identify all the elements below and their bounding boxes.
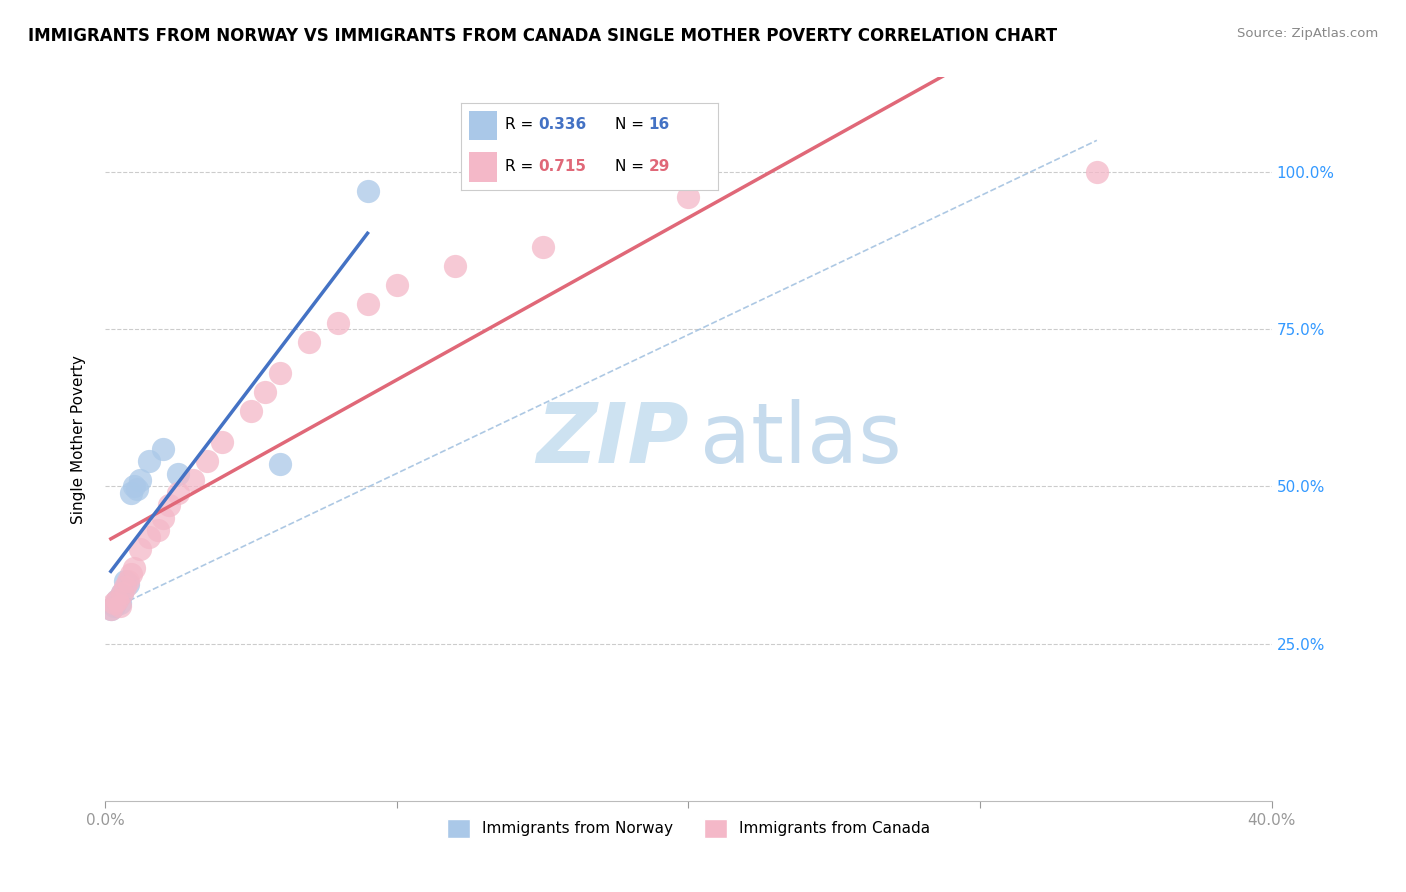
Point (111, 586, 134, 600)
Point (211, 435, 233, 450)
Point (167, 467, 190, 481)
Y-axis label: Single Mother Poverty: Single Mother Poverty (72, 355, 86, 524)
Point (117, 577, 139, 591)
Point (108, 599, 131, 613)
Point (100, 602, 122, 616)
Point (111, 586, 134, 600)
Point (120, 485, 142, 500)
Point (356, 184, 378, 198)
Point (122, 479, 145, 493)
Point (129, 542, 152, 557)
Point (298, 334, 321, 349)
Point (146, 524, 169, 538)
Point (103, 599, 125, 613)
Text: ZIP: ZIP (536, 399, 689, 480)
Point (678, 190, 700, 204)
Text: atlas: atlas (700, 399, 901, 480)
Point (100, 602, 122, 616)
Point (152, 442, 174, 456)
Point (356, 297, 378, 311)
Legend: Immigrants from Norway, Immigrants from Canada: Immigrants from Norway, Immigrants from … (441, 813, 936, 844)
Point (181, 473, 204, 487)
Point (103, 596, 125, 610)
Point (269, 458, 291, 472)
Point (152, 510, 174, 524)
Point (120, 567, 142, 582)
Point (195, 454, 218, 468)
Point (254, 384, 277, 399)
Point (114, 580, 136, 594)
Point (531, 240, 554, 254)
Point (114, 574, 136, 588)
Point (138, 454, 160, 468)
Point (444, 259, 467, 273)
Point (385, 278, 408, 293)
Point (105, 592, 128, 607)
Text: IMMIGRANTS FROM NORWAY VS IMMIGRANTS FROM CANADA SINGLE MOTHER POVERTY CORRELATI: IMMIGRANTS FROM NORWAY VS IMMIGRANTS FRO… (28, 27, 1057, 45)
Point (328, 316, 350, 330)
Point (122, 561, 145, 575)
Text: Source: ZipAtlas.com: Source: ZipAtlas.com (1237, 27, 1378, 40)
Point (108, 596, 131, 610)
Point (269, 366, 291, 380)
Point (1085, 165, 1108, 179)
Point (157, 498, 180, 512)
Point (117, 574, 139, 588)
Point (167, 485, 190, 500)
Point (105, 592, 128, 607)
Point (125, 483, 148, 497)
Point (138, 530, 160, 544)
Point (129, 473, 152, 487)
Point (239, 404, 262, 418)
